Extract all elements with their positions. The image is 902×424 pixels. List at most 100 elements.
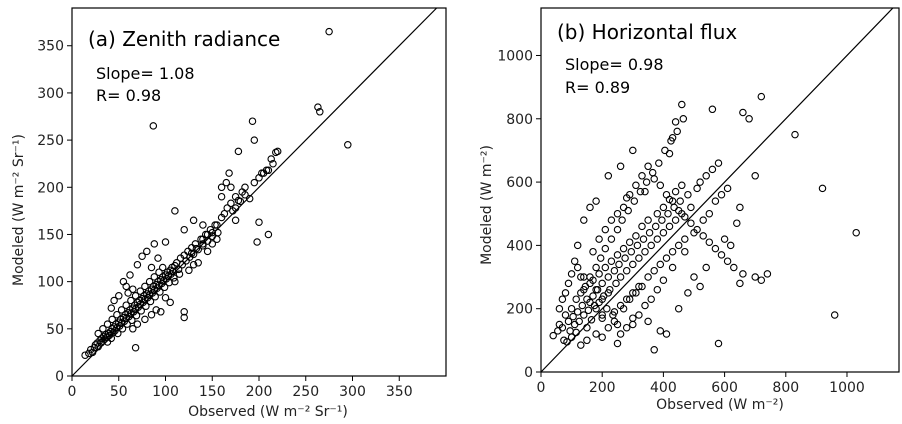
panel-b-point (573, 241, 582, 250)
panel-b-point (629, 320, 637, 329)
panel-a-point (227, 183, 235, 192)
panel-b-x-tick-label: 400 (650, 380, 677, 396)
panel-b-point (632, 289, 640, 297)
panel-a-y-tick-label: 350 (37, 39, 64, 55)
panel-a-point (189, 260, 198, 269)
panel-b-point (561, 289, 570, 297)
panel-b-point (635, 254, 643, 262)
panel-b-point (645, 228, 654, 237)
panel-b-point (679, 115, 688, 123)
panel-b-point (601, 244, 610, 253)
panel-b-point (702, 263, 710, 272)
panel-a-point (316, 108, 324, 116)
panel-b-y-tick-label: 0 (524, 365, 533, 381)
panel-b-point (610, 266, 619, 275)
panel-a-point (344, 141, 352, 149)
panel-b-point (852, 228, 860, 237)
panel-b-point (621, 254, 629, 262)
panel-b-point (745, 115, 753, 123)
panel-b-point (584, 306, 593, 315)
panel-b-point (678, 181, 686, 190)
panel-b-point (629, 289, 637, 297)
panel-a-r: R= 0.98 (96, 86, 161, 105)
panel-a-point (255, 218, 263, 226)
panel-b-point (638, 172, 646, 180)
panel-b-point (641, 187, 649, 196)
panel-a-point (180, 313, 188, 322)
panel-b-point (561, 311, 570, 319)
panel-b-point (668, 134, 677, 142)
panel-b-point (598, 295, 606, 303)
panel-b-point (751, 273, 759, 281)
panel-b-point (684, 289, 692, 297)
panel-b-point (630, 197, 639, 205)
panel-b-point (607, 216, 616, 224)
panel-a-x-tick-label: 100 (152, 384, 179, 400)
panel-b-point (598, 279, 606, 288)
panel-b-point (601, 225, 610, 234)
panel-b-point (723, 257, 732, 265)
panel-b-point (558, 295, 567, 303)
panel-b-point (653, 209, 662, 218)
panel-a-x-tick-label: 250 (292, 384, 319, 400)
panel-a-point (156, 288, 164, 296)
panel-b-point (674, 241, 683, 250)
panel-a-point (166, 298, 174, 307)
panel-b-x-tick-label: 800 (772, 380, 799, 396)
panel-b-x-tick-label: 0 (537, 380, 546, 396)
panel-b-point (696, 178, 704, 186)
panel-a-point (143, 247, 151, 256)
panel-b-point (639, 235, 648, 243)
panel-a-point (114, 329, 122, 338)
panel-b-point (650, 175, 658, 183)
panel-b-point (681, 247, 689, 256)
panel-b-point (699, 216, 707, 224)
panel-b-point (627, 247, 636, 256)
panel-a-point (174, 265, 183, 274)
panel-b-y-tick-label: 400 (506, 238, 533, 254)
panel-b-point (687, 203, 695, 212)
panel-a-point (147, 263, 156, 272)
panel-b-point (671, 187, 680, 196)
panel-a-point (314, 103, 322, 111)
panel-a-point (213, 221, 221, 229)
panel-b-point (601, 263, 610, 272)
panel-a: (a) Zenith radiance Slope= 1.08 R= 0.98 … (11, 7, 447, 420)
panel-a-point (145, 277, 154, 286)
panel-a-point (180, 308, 188, 316)
panel-b-point (714, 159, 723, 167)
panel-b-point (650, 346, 658, 354)
panel-b-point (711, 197, 720, 205)
panel-a-point (191, 240, 200, 248)
panel-b-point (587, 316, 596, 324)
panel-b-point (580, 216, 588, 224)
panel-b-point (592, 197, 600, 205)
panel-b-point (705, 238, 714, 246)
panel-b-point (619, 244, 628, 253)
panel-a-point (208, 228, 217, 237)
panel-b-point (567, 333, 576, 341)
panel-a-point (131, 292, 140, 300)
panel-b-point (644, 162, 652, 171)
panel-b-point (569, 312, 577, 321)
panel-b-point (635, 282, 643, 291)
panel-b-point (586, 298, 594, 307)
panel-b-point (757, 92, 766, 101)
panel-b-point (665, 149, 674, 158)
panel-a-point (178, 260, 187, 269)
panel-b-point (670, 203, 678, 212)
panel-b-point (665, 195, 674, 204)
panel-a-point (150, 240, 159, 248)
panel-b-point (607, 257, 616, 265)
panel-b-point (659, 203, 668, 212)
panel-b-point (751, 172, 759, 180)
panel-a-point (123, 320, 131, 328)
panel-b-point (644, 317, 652, 326)
panel-a-point (187, 249, 196, 258)
panel-a-point (171, 277, 179, 286)
panel-a-point (157, 308, 165, 316)
panel-b-point (575, 317, 583, 326)
panel-b-one-to-one-line (540, 7, 894, 373)
panel-b-slope: Slope= 0.98 (565, 55, 664, 74)
panel-a-point (107, 304, 116, 312)
